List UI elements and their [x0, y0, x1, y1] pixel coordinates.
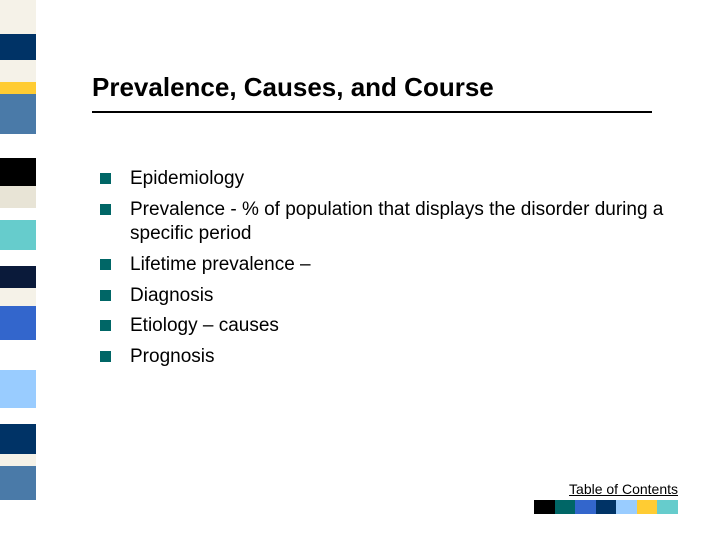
decorative-left-strip — [0, 0, 36, 540]
stripe-band — [0, 500, 36, 540]
stripe-band — [0, 266, 36, 288]
swatch — [616, 500, 637, 514]
bullet-item: Etiology – causes — [126, 314, 670, 339]
bullet-item: Diagnosis — [126, 284, 670, 309]
stripe-band — [0, 60, 36, 82]
stripe-band — [0, 250, 36, 266]
stripe-band — [0, 424, 36, 454]
stripe-band — [0, 408, 36, 424]
toc-link[interactable]: Table of Contents — [569, 481, 678, 497]
stripe-band — [0, 340, 36, 370]
stripe-band — [0, 0, 36, 34]
stripe-band — [0, 370, 36, 408]
color-swatch-bar — [534, 500, 678, 514]
bullet-item: Epidemiology — [126, 167, 670, 192]
stripe-band — [0, 158, 36, 186]
stripe-band — [0, 208, 36, 220]
stripe-band — [0, 220, 36, 250]
bullet-list: Epidemiology Prevalence - % of population… — [92, 167, 670, 370]
bullet-item: Prevalence - % of population that displa… — [126, 198, 670, 247]
bullet-item: Lifetime prevalence – — [126, 253, 670, 278]
slide-title: Prevalence, Causes, and Course — [92, 72, 670, 103]
stripe-band — [0, 186, 36, 208]
footer: Table of Contents — [534, 481, 678, 514]
stripe-band — [0, 466, 36, 500]
swatch — [555, 500, 576, 514]
stripe-band — [0, 94, 36, 134]
stripe-band — [0, 306, 36, 340]
swatch — [657, 500, 678, 514]
title-underline — [92, 111, 652, 113]
stripe-band — [0, 34, 36, 60]
swatch — [575, 500, 596, 514]
stripe-band — [0, 82, 36, 94]
stripe-band — [0, 454, 36, 466]
bullet-item: Prognosis — [126, 345, 670, 370]
swatch — [534, 500, 555, 514]
swatch — [637, 500, 658, 514]
stripe-band — [0, 134, 36, 158]
slide-body: Prevalence, Causes, and Course Epidemiol… — [92, 72, 670, 376]
stripe-band — [0, 288, 36, 306]
swatch — [596, 500, 617, 514]
